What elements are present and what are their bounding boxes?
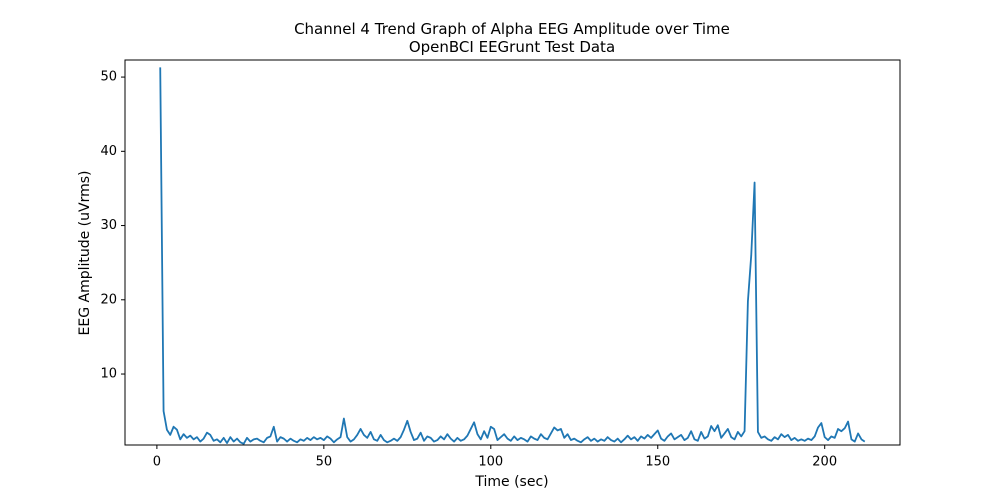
x-tick-label: 200 (812, 455, 837, 470)
y-tick-label: 10 (100, 367, 117, 382)
x-tick-label: 0 (153, 455, 161, 470)
y-tick-label: 50 (100, 70, 117, 85)
data-line (159, 67, 866, 445)
x-axis-label: Time (sec) (474, 474, 548, 490)
y-axis-label: EEG Amplitude (uVrms) (77, 171, 93, 336)
plot-frame (124, 59, 901, 446)
y-tick-label: 40 (100, 144, 117, 159)
x-tick-label: 150 (645, 455, 670, 470)
y-tick-label: 20 (100, 292, 117, 307)
chart-subtitle: OpenBCI EEGrunt Test Data (409, 38, 615, 56)
x-tick-label: 100 (478, 455, 503, 470)
x-tick-label: 50 (316, 455, 333, 470)
y-tick-label: 30 (100, 218, 117, 233)
chart-title: Channel 4 Trend Graph of Alpha EEG Ampli… (294, 20, 730, 38)
